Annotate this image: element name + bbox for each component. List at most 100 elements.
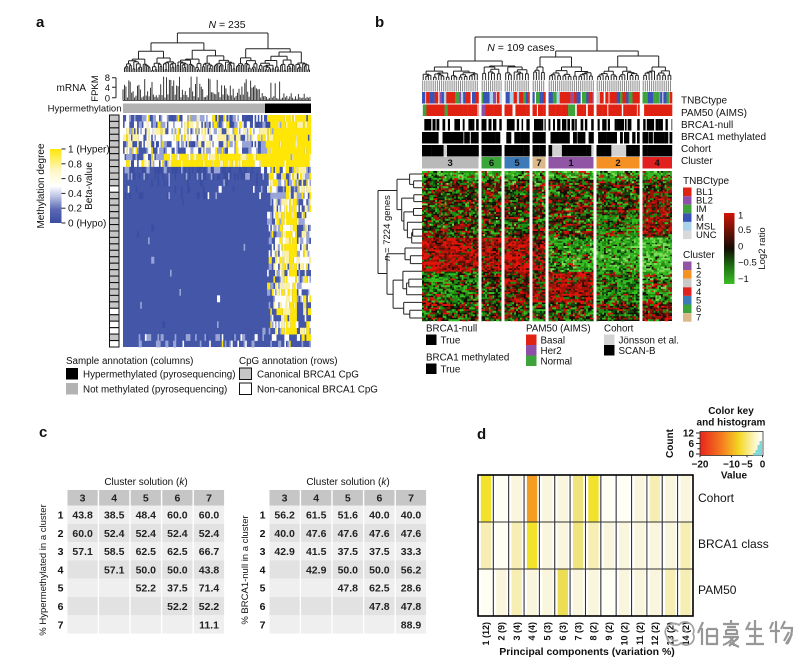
svg-text:3: 3 [80, 493, 86, 505]
svg-text:mRNA: mRNA [57, 83, 87, 94]
svg-text:6 (3): 6 (3) [558, 622, 568, 641]
svg-text:1: 1 [738, 211, 743, 222]
svg-text:2: 2 [696, 270, 701, 281]
svg-text:52.4: 52.4 [199, 528, 220, 540]
svg-text:BRCA1 methylated: BRCA1 methylated [681, 132, 766, 143]
svg-text:0: 0 [760, 460, 766, 471]
svg-text:43.8: 43.8 [72, 510, 93, 522]
svg-text:0: 0 [738, 242, 743, 253]
svg-text:Log2 ratio: Log2 ratio [757, 227, 768, 269]
svg-text:50.0: 50.0 [369, 564, 390, 576]
svg-text:1: 1 [260, 510, 266, 522]
svg-text:Value: Value [721, 471, 748, 482]
svg-text:50.0: 50.0 [167, 564, 188, 576]
svg-text:MSL: MSL [696, 221, 716, 232]
svg-text:Cluster solution (k): Cluster solution (k) [104, 477, 187, 488]
svg-text:Cohort: Cohort [604, 324, 634, 335]
svg-text:M: M [696, 213, 704, 224]
svg-text:Cohort: Cohort [681, 144, 711, 155]
svg-text:47.6: 47.6 [306, 528, 327, 540]
svg-text:4: 4 [655, 158, 661, 169]
svg-text:4: 4 [105, 83, 110, 94]
svg-text:UNC: UNC [696, 230, 717, 241]
svg-text:Count: Count [665, 428, 676, 458]
svg-text:50.0: 50.0 [136, 564, 157, 576]
svg-text:d: d [477, 426, 486, 443]
svg-text:4 (4): 4 (4) [527, 622, 537, 641]
svg-text:5: 5 [260, 583, 266, 595]
svg-text:52.2: 52.2 [136, 583, 157, 595]
svg-text:47.6: 47.6 [401, 528, 422, 540]
svg-text:0.4: 0.4 [68, 189, 82, 200]
svg-text:Normal: Normal [541, 357, 573, 368]
svg-text:Canonical BRCA1 CpG: Canonical BRCA1 CpG [257, 370, 359, 381]
svg-text:BL1: BL1 [696, 187, 713, 198]
svg-text:62.5: 62.5 [167, 546, 188, 558]
svg-text:PAM50: PAM50 [698, 583, 737, 597]
svg-text:2 (9): 2 (9) [497, 622, 507, 641]
svg-text:37.5: 37.5 [167, 583, 188, 595]
svg-text:−0.5: −0.5 [738, 258, 757, 269]
svg-text:58.5: 58.5 [104, 546, 125, 558]
svg-text:8: 8 [105, 73, 110, 84]
svg-text:52.4: 52.4 [167, 528, 188, 540]
svg-text:13 (2): 13 (2) [666, 622, 676, 646]
svg-text:50.0: 50.0 [338, 564, 359, 576]
svg-text:1 (12): 1 (12) [481, 622, 491, 646]
svg-text:56.2: 56.2 [401, 564, 422, 576]
svg-text:6: 6 [696, 304, 701, 315]
svg-text:2: 2 [615, 158, 620, 169]
svg-text:−1: −1 [738, 274, 749, 285]
svg-text:Cohort: Cohort [698, 491, 735, 505]
svg-text:4: 4 [260, 564, 266, 576]
svg-text:3: 3 [448, 158, 453, 169]
svg-text:56.2: 56.2 [274, 510, 295, 522]
svg-text:7: 7 [536, 158, 541, 169]
svg-text:51.6: 51.6 [338, 510, 359, 522]
svg-text:BRCA1 class: BRCA1 class [698, 537, 769, 551]
svg-text:37.5: 37.5 [369, 546, 390, 558]
svg-text:42.9: 42.9 [306, 564, 327, 576]
svg-text:c: c [39, 424, 47, 441]
svg-text:3: 3 [696, 278, 701, 289]
svg-text:−5: −5 [741, 460, 753, 471]
svg-text:6: 6 [688, 439, 694, 450]
svg-text:1 (Hyper): 1 (Hyper) [68, 145, 110, 156]
svg-text:52.2: 52.2 [167, 601, 188, 613]
svg-text:Beta-value: Beta-value [84, 162, 95, 210]
svg-text:6: 6 [376, 493, 382, 505]
svg-text:47.6: 47.6 [369, 528, 390, 540]
svg-text:BL2: BL2 [696, 196, 713, 207]
svg-text:40.0: 40.0 [401, 510, 422, 522]
svg-text:Jönsson et al.: Jönsson et al. [619, 336, 679, 347]
svg-text:37.5: 37.5 [338, 546, 359, 558]
svg-text:40.0: 40.0 [369, 510, 390, 522]
svg-text:12 (2): 12 (2) [650, 622, 660, 646]
svg-text:Methylation degree: Methylation degree [36, 143, 47, 228]
svg-text:0.6: 0.6 [68, 174, 82, 185]
svg-text:BRCA1-null: BRCA1-null [681, 120, 733, 131]
svg-text:66.7: 66.7 [199, 546, 220, 558]
svg-text:3: 3 [282, 493, 288, 505]
svg-text:7: 7 [408, 493, 414, 505]
svg-text:9 (2): 9 (2) [604, 622, 614, 641]
svg-text:0 (Hypo): 0 (Hypo) [68, 219, 106, 230]
svg-text:47.8: 47.8 [369, 601, 390, 613]
svg-text:5: 5 [514, 158, 520, 169]
svg-text:% BRCA1-null in a cluster: % BRCA1-null in a cluster [240, 515, 251, 624]
svg-text:14 (2): 14 (2) [681, 622, 691, 646]
svg-text:4: 4 [58, 564, 64, 576]
svg-text:71.4: 71.4 [199, 583, 220, 595]
svg-text:52.2: 52.2 [199, 601, 220, 613]
svg-text:6: 6 [58, 601, 64, 613]
svg-text:88.9: 88.9 [401, 619, 422, 631]
svg-text:47.8: 47.8 [338, 583, 359, 595]
svg-text:47.6: 47.6 [338, 528, 359, 540]
svg-text:52.4: 52.4 [136, 528, 157, 540]
svg-text:Principal components (variatio: Principal components (variation %) [499, 646, 675, 658]
svg-text:−20: −20 [692, 460, 709, 471]
svg-text:33.3: 33.3 [401, 546, 422, 558]
svg-text:42.9: 42.9 [274, 546, 295, 558]
svg-text:57.1: 57.1 [72, 546, 93, 558]
svg-text:52.4: 52.4 [104, 528, 125, 540]
